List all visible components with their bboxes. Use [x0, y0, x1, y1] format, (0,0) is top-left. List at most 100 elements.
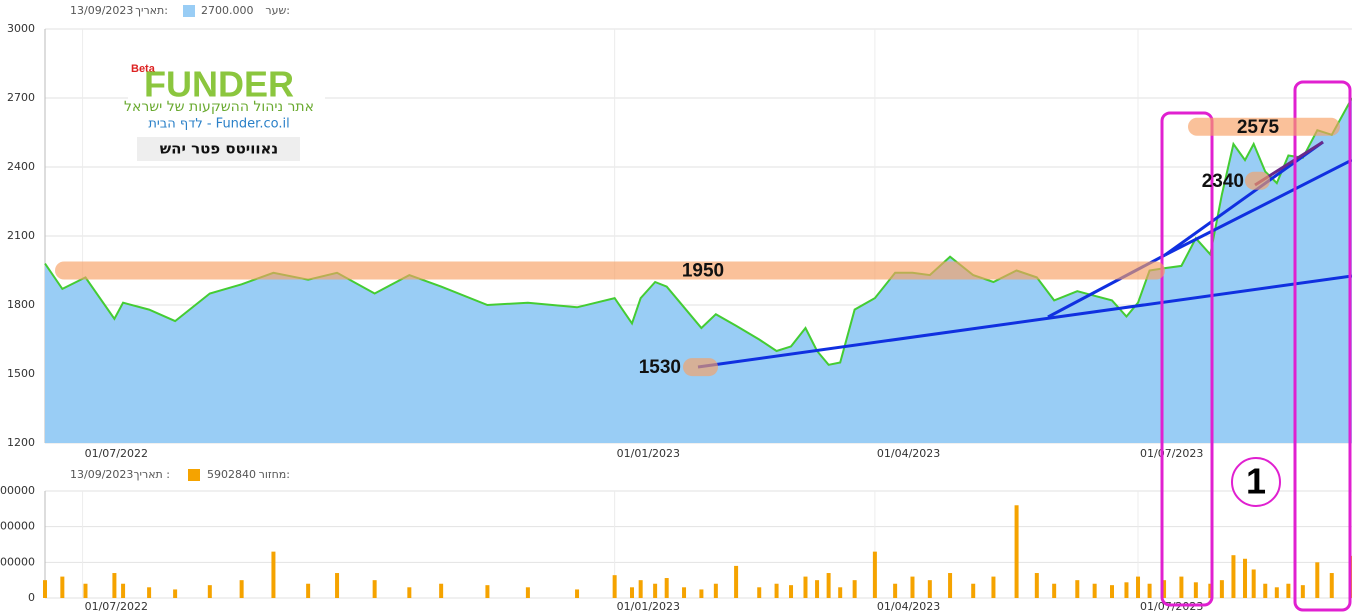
date-value: 13/09/2023: [70, 4, 133, 17]
price-label: שער:: [265, 4, 290, 17]
volume-bar: [734, 565, 739, 598]
volume-bar: [653, 583, 658, 598]
volume-bar: [1193, 582, 1198, 598]
volume-bar: [1162, 580, 1167, 598]
volume-bar: [173, 589, 178, 598]
volume-bar: [1179, 576, 1184, 598]
volume-bar: [1014, 505, 1019, 598]
volume-date-value: 13/09/2023: [70, 468, 133, 481]
x-tick-label: 01/04/2023: [877, 600, 940, 613]
volume-label: מחזור:: [259, 468, 290, 481]
volume-bar: [1092, 583, 1097, 598]
area: [45, 98, 1352, 443]
volume-bar: [682, 587, 687, 598]
y-tick-label: 5000000: [0, 555, 35, 568]
volume-bar: [439, 583, 444, 598]
volume-bar: [803, 576, 808, 598]
legend-swatch: [188, 469, 200, 481]
level-band: [1188, 117, 1340, 136]
volume-bar: [612, 575, 617, 598]
y-tick-label: 2400: [7, 160, 35, 173]
volume-bar: [1300, 585, 1305, 598]
level-label: 2340: [1202, 171, 1244, 192]
level-label: 1950: [682, 261, 724, 282]
volume-bar: [1109, 585, 1114, 598]
volume-bar: [948, 573, 953, 598]
volume-bar: [893, 583, 898, 598]
level-band: [1245, 171, 1270, 190]
volume-bar: [826, 573, 831, 598]
stock-bg: [137, 137, 300, 161]
y-tick-label: 2100: [7, 229, 35, 242]
logo-link[interactable]: לדף הבית - Funder.co.il: [148, 117, 289, 132]
volume-bar: [1286, 583, 1291, 598]
volume-bar: [83, 583, 88, 598]
stock-name: נאוויטס פטר יהש: [160, 140, 278, 158]
volume-bar: [1075, 580, 1080, 598]
logo-tagline: אתר ניהול ההשקעות של ישראל: [124, 99, 314, 115]
volume-bar: [1124, 582, 1129, 598]
y-tick-label: 0: [28, 591, 35, 604]
volume-bar: [1315, 562, 1320, 598]
legend-swatch: [183, 5, 195, 17]
volume-bar: [815, 580, 820, 598]
volume-bar: [1208, 583, 1213, 598]
volume-bar: [335, 573, 340, 598]
marker-circle: [1231, 457, 1281, 507]
y-tick-label: 1800: [7, 298, 35, 311]
logo-beta: Beta: [131, 63, 156, 75]
volume-bar: [699, 589, 704, 598]
volume-bar: [485, 585, 490, 598]
volume-date-label: תאריך :: [134, 468, 170, 481]
volume-bar: [239, 580, 244, 598]
volume-bar: [306, 583, 311, 598]
volume-bar: [372, 580, 377, 598]
volume-bar: [927, 580, 932, 598]
trend-line: [1164, 158, 1352, 257]
x-tick-label: 01/07/2022: [85, 447, 148, 460]
volume-bar: [838, 587, 843, 598]
overlay: 1 1950 1530 2340 2575: [55, 80, 1352, 612]
date-label: תאריך:: [135, 4, 168, 17]
trend-line: [1164, 140, 1324, 257]
volume-bar: [1231, 555, 1236, 598]
volume-bar: [1263, 583, 1268, 598]
volume-bar: [1251, 569, 1256, 598]
y-tick-label: 1200: [7, 436, 35, 449]
volume-bar: [971, 583, 976, 598]
x-tick-label: 01/04/2023: [877, 447, 940, 460]
x-tick-label: 01/01/2023: [617, 600, 680, 613]
volume-value: 5902840: [207, 468, 256, 481]
volume-bar: [1052, 583, 1057, 598]
volume-bar: [991, 576, 996, 598]
y-tick-label: 3000: [7, 22, 35, 35]
y-tick-label: 10000000: [0, 520, 35, 533]
volume-bar: [1329, 573, 1334, 598]
x-tick-label: 01/01/2023: [617, 447, 680, 460]
x-tick-label: 01/07/2022: [85, 600, 148, 613]
logo-name: FUNDER: [144, 64, 294, 105]
volume-bar: [629, 587, 634, 598]
volume-bar: [789, 585, 794, 598]
volume-bar: [910, 576, 915, 598]
volume-bar: [664, 578, 669, 598]
volume-bar: [638, 580, 643, 598]
volume-bar: [1243, 558, 1248, 598]
price-value: 2700.000: [201, 4, 254, 17]
x-tick-label: 01/07/2023: [1140, 447, 1203, 460]
volume-bar: [112, 573, 117, 598]
y-tick-label: 2700: [7, 91, 35, 104]
volume-bar: [407, 587, 412, 598]
volume-bar: [525, 587, 530, 598]
trend-line: [697, 274, 1352, 369]
plot: [43, 97, 1352, 598]
level-band: [55, 261, 1165, 280]
highlight-box: [1293, 80, 1352, 612]
volume-bar: [1147, 583, 1152, 598]
volume-bar: [121, 583, 126, 598]
highlight-box: [1160, 111, 1214, 607]
volume-bar: [774, 583, 779, 598]
logo: Beta FUNDER אתר ניהול ההשקעות של ישראל ל…: [124, 62, 325, 165]
